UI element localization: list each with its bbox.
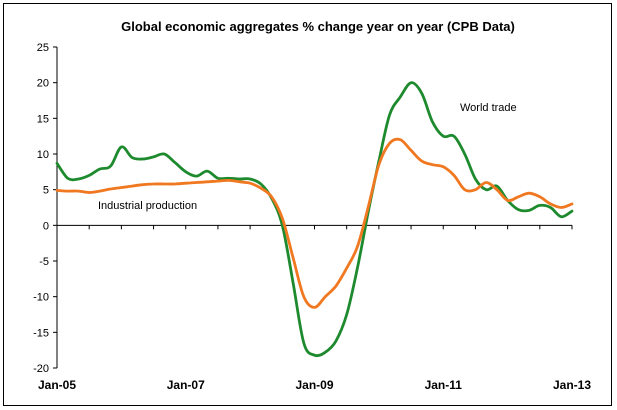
y-tick-label: -5 — [39, 256, 49, 268]
x-tick-label: Jan-13 — [553, 378, 591, 392]
series-line-world-trade — [55, 81, 574, 358]
y-tick-label: -20 — [33, 363, 49, 375]
y-tick-label: 20 — [37, 78, 49, 90]
y-tick-label: 25 — [37, 42, 49, 54]
y-tick-label: -15 — [33, 327, 49, 339]
y-tick-label: 10 — [37, 149, 49, 161]
y-tick-label: -10 — [33, 292, 49, 304]
annotation-industrial-production: Industrial production — [98, 200, 197, 212]
x-tick-label: Jan-07 — [167, 378, 205, 392]
y-tick-label: 5 — [43, 185, 49, 197]
x-tick-label: Jan-11 — [425, 378, 463, 392]
chart-title: Global economic aggregates % change year… — [121, 19, 515, 34]
annotation-world-trade: World trade — [460, 102, 517, 114]
y-tick-label: 0 — [43, 220, 49, 232]
y-tick-label: 15 — [37, 113, 49, 125]
series-line-industrial-production — [55, 137, 574, 309]
chart-axes: 25 20 15 10 5 0 -5 -10 -15 -20 Jan-05 Jan-07 Jan-09 J… — [33, 42, 591, 392]
x-tick-label: Jan-05 — [38, 378, 76, 392]
series-layer — [55, 81, 574, 358]
x-tick-label: Jan-09 — [295, 378, 333, 392]
